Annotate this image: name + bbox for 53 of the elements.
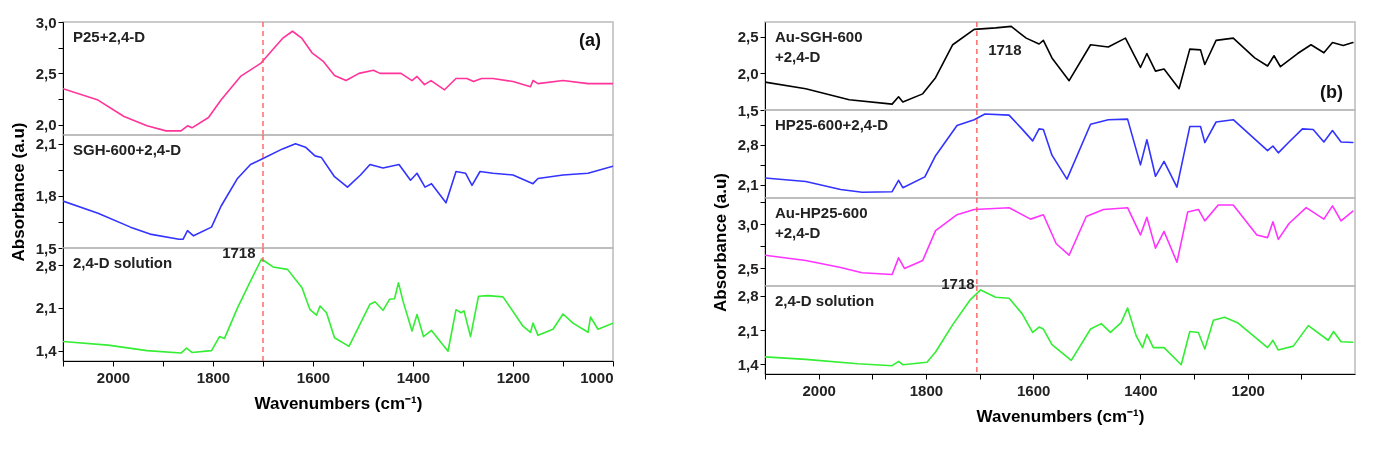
x-tick-label: 1400 xyxy=(396,368,431,386)
y-tick-label: 2,8 xyxy=(35,256,57,274)
text: P25+2,4-D xyxy=(73,28,146,45)
line-series xyxy=(63,142,613,241)
x-axis-title: Wavenumbers (cm⁻¹) xyxy=(254,393,423,413)
y-axis-title: Absorbance (a.u) xyxy=(8,122,28,262)
x-tick-label: 2000 xyxy=(802,381,836,399)
annotation: 1718 xyxy=(222,243,256,261)
annotation: (b) xyxy=(1320,82,1343,102)
line-series xyxy=(765,113,1354,194)
y-tick-label: 1,8 xyxy=(35,187,57,205)
y-tick-label: 2,1 xyxy=(737,321,759,339)
line-series xyxy=(63,258,613,354)
annotation: (a) xyxy=(579,30,601,50)
x-tick-label: 1200 xyxy=(1231,381,1265,399)
line-series xyxy=(765,289,1354,367)
x-tick-label: 1400 xyxy=(1124,381,1158,399)
line-series xyxy=(63,30,613,132)
y-tick-label: 2,8 xyxy=(737,287,759,305)
x-tick-label: 1800 xyxy=(196,368,231,386)
annotation: 1718 xyxy=(988,41,1022,59)
y-tick-label: 2,5 xyxy=(35,64,57,82)
y-tick-label: 2,1 xyxy=(35,299,57,317)
x-tick-label: 1000 xyxy=(580,368,614,386)
x-tick-label: 2000 xyxy=(96,368,131,386)
y-tick-label: 2,8 xyxy=(737,136,759,154)
x-tick-label: 1600 xyxy=(296,368,331,386)
annotation: 1718 xyxy=(941,274,975,292)
x-tick-label: 1800 xyxy=(909,381,944,399)
y-tick-label: 1,5 xyxy=(737,101,759,119)
text: HP25-600+2,4-D xyxy=(775,116,889,133)
y-tick-label: 2,0 xyxy=(35,116,57,134)
y-tick-label: 2,1 xyxy=(35,135,57,153)
text: SGH-600+2,4-D xyxy=(73,141,182,158)
line-series xyxy=(765,25,1354,105)
text: 2,4-D solution xyxy=(775,292,875,309)
series-label: Au-HP25-600 +2,4-D xyxy=(775,204,868,241)
line-series xyxy=(765,204,1354,276)
y-tick-label: 3,0 xyxy=(737,215,759,233)
y-tick-label: 1,5 xyxy=(35,239,57,257)
x-tick-label: 1200 xyxy=(496,368,531,386)
y-axis-title: Absorbance (a.u) xyxy=(710,173,730,312)
y-tick-label: 2,0 xyxy=(737,64,759,82)
y-tick-label: 2,5 xyxy=(737,259,759,277)
y-tick-label: 2,1 xyxy=(737,176,759,194)
y-tick-label: 1,4 xyxy=(737,355,760,373)
series-label: Au-SGH-600 +2,4-D xyxy=(775,28,863,65)
x-tick-label: 1600 xyxy=(1016,381,1051,399)
text: 2,4-D solution xyxy=(73,254,173,271)
x-axis-title: Wavenumbers (cm⁻¹) xyxy=(976,406,1145,426)
y-tick-label: 3,0 xyxy=(35,13,57,31)
y-tick-label: 2,5 xyxy=(737,28,759,46)
y-tick-label: 1,4 xyxy=(35,342,58,360)
